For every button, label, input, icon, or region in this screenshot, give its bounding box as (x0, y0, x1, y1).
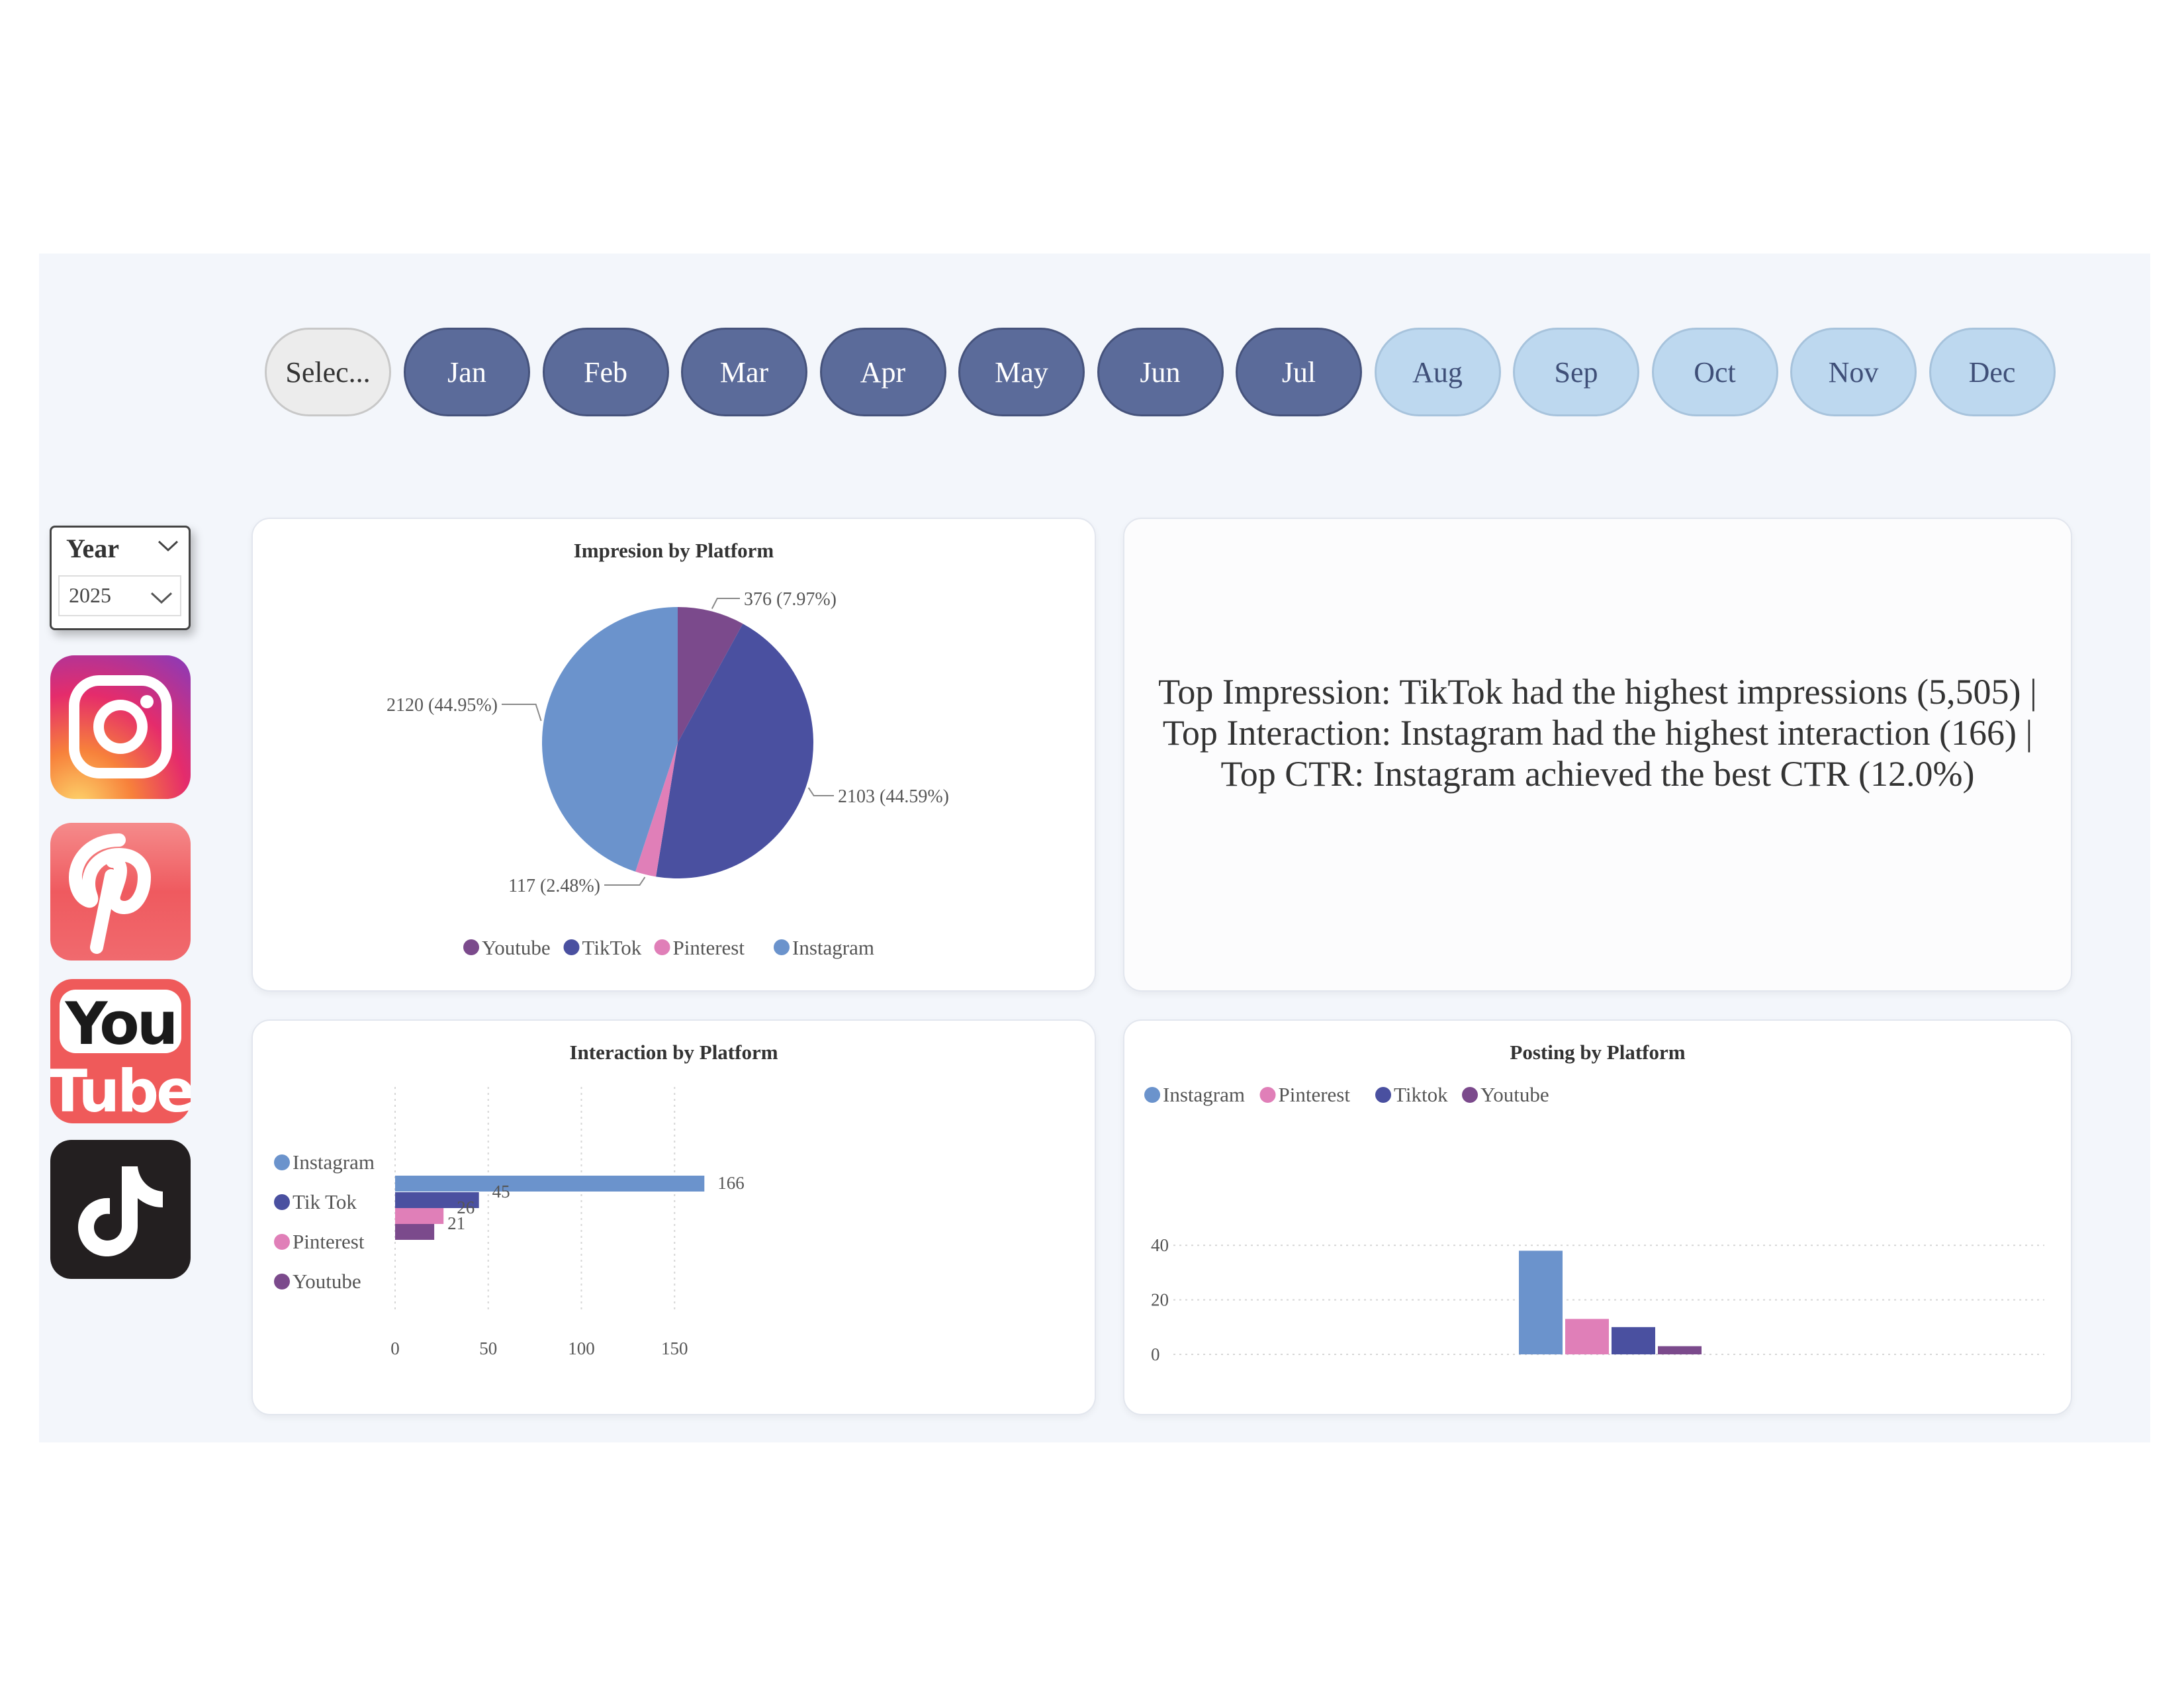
month-button-jun[interactable]: Jun (1097, 328, 1224, 416)
bar-youtube (395, 1224, 435, 1240)
legend-dot-tiktok (563, 939, 580, 955)
month-button-oct[interactable]: Oct (1651, 328, 1778, 416)
x-tick-label: 150 (661, 1338, 688, 1358)
pie-data-label: 117 (2.48%) (508, 876, 600, 896)
bar-value-label: 21 (447, 1213, 465, 1233)
legend-label-pinterest: Pinterest (293, 1230, 365, 1253)
interaction-card: Interaction by Platform 0 50 100 150 Instagr… (251, 1019, 1096, 1415)
pinterest-icon[interactable] (50, 823, 191, 961)
legend-label-pinterest: Pinterest (1279, 1083, 1351, 1106)
legend-dot-pinterest (1259, 1087, 1276, 1103)
legend-label-tiktok: TikTok (582, 936, 642, 959)
chevron-down-icon[interactable] (157, 536, 179, 555)
youtube-logo-text-top: You (65, 990, 176, 1058)
impression-card: Impresion by Platform 376 (7.97%) 2103 (4… (251, 518, 1096, 992)
legend-dot-instagram (274, 1154, 290, 1170)
pie-leader-line (604, 876, 646, 886)
bar-tiktok (395, 1192, 479, 1208)
impression-chart-title: Impresion by Platform (573, 539, 774, 562)
pie-leader-line (807, 787, 834, 796)
month-button-nov[interactable]: Nov (1790, 328, 1917, 416)
dashboard-canvas: Selec... Jan Feb Mar Apr May Jun Jul Aug Sep Oct N… (39, 254, 2150, 1442)
month-button-apr[interactable]: Apr (819, 328, 946, 416)
legend-dot-instagram (1144, 1087, 1160, 1103)
bar-pinterest (1565, 1319, 1609, 1354)
interaction-bar-chart: 0 50 100 150 Instagram Tik Tok Pinterest Youtub… (274, 1087, 745, 1358)
interaction-chart-title: Interaction by Platform (569, 1041, 778, 1064)
month-button-aug[interactable]: Aug (1374, 328, 1501, 416)
year-dropdown[interactable]: 2025 (58, 575, 181, 616)
legend-dot-pinterest (274, 1234, 290, 1250)
insight-card: Top Impression: TikTok had the highest i… (1123, 518, 2072, 992)
legend-label-youtube: Youtube (1480, 1083, 1549, 1106)
tiktok-icon[interactable] (50, 1140, 191, 1279)
year-value: 2025 (69, 583, 111, 607)
pie-slice-tiktok (656, 624, 813, 878)
bar-value-label: 45 (492, 1182, 510, 1201)
month-button-jan[interactable]: Jan (404, 328, 530, 416)
pie-slice-instagram (541, 607, 678, 872)
year-filter-title: Year (66, 534, 119, 563)
legend-label-pinterest: Pinterest (673, 936, 745, 959)
legend-label-instagram: Instagram (1163, 1083, 1245, 1106)
legend-label-tiktok: Tik Tok (293, 1190, 357, 1213)
legend-dot-youtube (1462, 1087, 1478, 1103)
select-all-button[interactable]: Selec... (265, 328, 391, 416)
legend-dot-pinterest (654, 939, 670, 955)
legend-label-youtube: Youtube (293, 1270, 361, 1293)
pie-leader-line (502, 704, 542, 722)
pie-slice-youtube (678, 607, 743, 743)
month-button-dec[interactable]: Dec (1929, 328, 2056, 416)
month-button-mar[interactable]: Mar (681, 328, 807, 416)
instagram-icon[interactable] (50, 655, 191, 799)
month-button-feb[interactable]: Feb (542, 328, 669, 416)
youtube-icon[interactable]: You Tube (50, 979, 191, 1123)
chevron-down-icon[interactable] (150, 587, 173, 607)
legend-label-tiktok: Tiktok (1394, 1083, 1448, 1106)
legend-dot-youtube (274, 1274, 290, 1289)
legend-dot-instagram (774, 939, 790, 955)
bar-instagram (1519, 1250, 1563, 1354)
bar-tiktok (1612, 1327, 1655, 1354)
y-tick-label: 0 (1151, 1344, 1160, 1364)
youtube-logo-text-bottom: Tube (50, 1057, 191, 1123)
legend-label-youtube: Youtube (482, 936, 551, 959)
posting-bar-chart: 0 20 40 Instagram Pinterest Tiktok Youtube (1144, 1083, 2044, 1364)
pie-data-label: 376 (7.97%) (744, 589, 837, 610)
insight-text: Top Impression: TikTok had the highest i… (1158, 672, 2037, 794)
y-tick-label: 40 (1151, 1235, 1169, 1255)
bar-pinterest (395, 1208, 444, 1224)
month-button-may[interactable]: May (958, 328, 1085, 416)
posting-chart-title: Posting by Platform (1510, 1041, 1686, 1064)
pie-data-label: 2120 (44.95%) (387, 695, 498, 716)
bar-instagram (395, 1176, 705, 1192)
bar-youtube (1658, 1346, 1702, 1354)
legend-dot-youtube (463, 939, 479, 955)
legend-label-instagram: Instagram (792, 936, 874, 959)
bar-value-label: 166 (717, 1173, 745, 1193)
x-tick-label: 100 (568, 1338, 595, 1358)
month-button-sep[interactable]: Sep (1513, 328, 1639, 416)
legend-dot-tiktok (274, 1194, 290, 1210)
y-tick-label: 20 (1151, 1290, 1169, 1310)
bar-value-label: 26 (457, 1197, 475, 1217)
pie-slice-pinterest (635, 743, 678, 877)
x-tick-label: 0 (390, 1338, 400, 1358)
year-filter[interactable]: Year 2025 (50, 526, 191, 630)
pie-leader-line (711, 598, 740, 609)
legend-dot-tiktok (1375, 1087, 1391, 1103)
posting-card: Posting by Platform 0 20 40 Instagram Pinter… (1123, 1019, 2072, 1415)
legend-label-instagram: Instagram (293, 1150, 375, 1174)
pie-data-label: 2103 (44.59%) (838, 786, 949, 807)
month-button-jul[interactable]: Jul (1236, 328, 1362, 416)
x-tick-label: 50 (479, 1338, 497, 1358)
impression-pie-chart: 376 (7.97%) 2103 (44.59%) 117 (2.48%) 2120 … (387, 589, 949, 959)
